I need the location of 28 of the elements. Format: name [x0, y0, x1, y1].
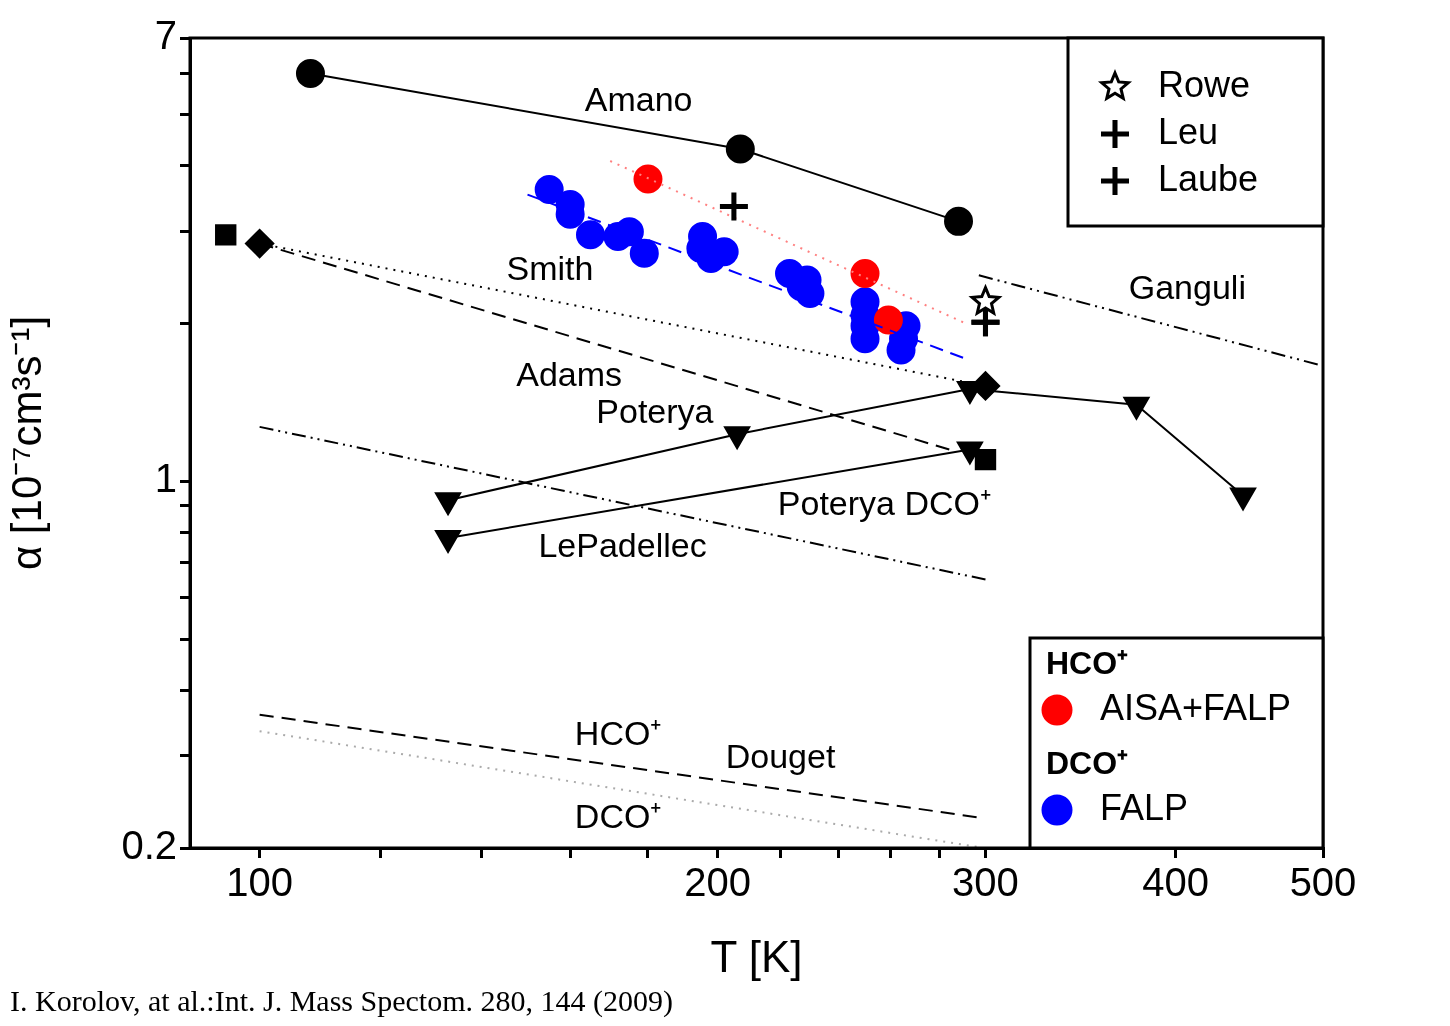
- y-tick-label: 0.2: [121, 823, 177, 868]
- x-tick-label: 500: [1289, 860, 1357, 905]
- y-tick-label: 1: [154, 456, 177, 501]
- legend-label: Rowe: [1158, 63, 1251, 105]
- x-tick-label: 300: [952, 860, 1019, 905]
- series-label: Poterya: [596, 392, 714, 431]
- x-tick-label: 200: [684, 860, 751, 905]
- series-label: Amano: [584, 79, 693, 118]
- y-axis-title: α [10⁻⁷cm³s⁻¹]: [2, 315, 50, 571]
- y-tick-label: 7: [154, 13, 177, 58]
- legend-label: Leu: [1158, 110, 1219, 152]
- annotation: Douget: [725, 737, 836, 776]
- series-label: Ganguli: [1128, 268, 1246, 307]
- x-axis-title: T [K]: [710, 931, 803, 981]
- legend-label: AISA+FALP: [1100, 686, 1292, 728]
- legend-label: FALP: [1100, 786, 1189, 828]
- text: I. Korolov, at al.:Int. J. Mass Spectom. 280, 144 (2009): [10, 983, 673, 1018]
- series-label: Adams: [516, 354, 623, 393]
- x-tick-label: 400: [1142, 860, 1209, 905]
- series-label: HCO⁺: [574, 714, 662, 753]
- series-label: LePadellec: [538, 525, 707, 564]
- annotation: DCO⁺: [1046, 744, 1129, 781]
- x-tick-label: 100: [226, 860, 293, 905]
- annotation: HCO⁺: [1046, 644, 1129, 681]
- series-label: Smith: [506, 248, 594, 287]
- series-label: Poterya DCO⁺: [777, 484, 991, 523]
- legend-label: Laube: [1158, 157, 1259, 199]
- series-label: DCO⁺: [574, 797, 662, 836]
